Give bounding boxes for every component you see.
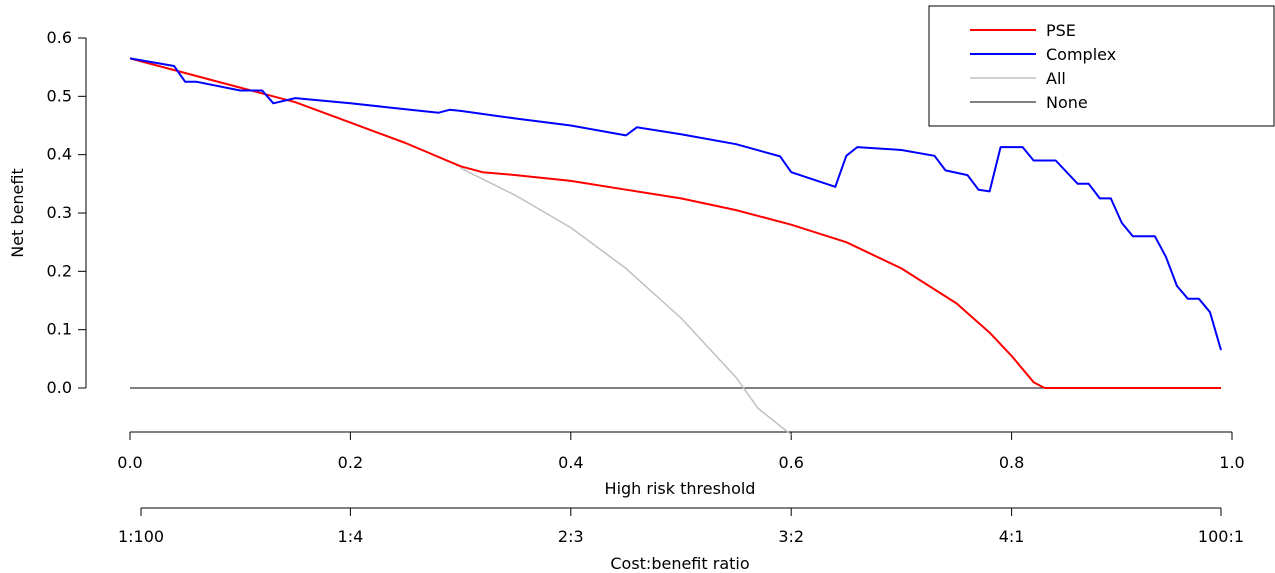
y-tick-label: 0.1 <box>47 320 72 339</box>
x-tick-label: 0.4 <box>558 453 583 472</box>
legend-box <box>928 5 1275 127</box>
y-tick-label: 0.4 <box>47 145 72 164</box>
x-tick-label: 1.0 <box>1219 453 1244 472</box>
cost-benefit-tick-label: 3:2 <box>778 527 804 546</box>
x-axis: 0.0 0.2 0.4 0.6 0.8 1.0 <box>117 431 1245 472</box>
y-tick-label: 0.6 <box>47 28 72 47</box>
legend-label-all: All <box>1046 69 1066 88</box>
cost-benefit-tick-label: 1:100 <box>118 527 164 546</box>
series-layer <box>129 57 1222 436</box>
legend: PSE Complex All None <box>928 5 1275 127</box>
legend-label-pse: PSE <box>1046 21 1076 40</box>
cost-benefit-tick-label: 100:1 <box>1198 527 1244 546</box>
y-tick-label: 0.0 <box>47 378 72 397</box>
legend-label-complex: Complex <box>1046 45 1116 64</box>
x-tick-label: 0.0 <box>117 453 142 472</box>
cost-benefit-tick-label: 1:4 <box>338 527 364 546</box>
series-line-pse <box>129 57 1221 389</box>
cost-benefit-tick-label: 2:3 <box>558 527 584 546</box>
secondary-axis-title: Cost:benefit ratio <box>610 554 749 573</box>
cost-benefit-tick-label: 4:1 <box>999 527 1025 546</box>
x-tick-label: 0.8 <box>999 453 1024 472</box>
y-tick-label: 0.2 <box>47 261 72 280</box>
x-axis-title: High risk threshold <box>605 479 756 498</box>
legend-label-none: None <box>1046 93 1088 112</box>
cost-benefit-axis: 1:100 1:4 2:3 3:2 4:1 100:1 <box>118 507 1244 546</box>
y-axis: 0.0 0.1 0.2 0.3 0.4 0.5 0.6 <box>47 28 87 397</box>
series-line-all <box>460 167 792 436</box>
x-tick-label: 0.6 <box>778 453 803 472</box>
y-tick-label: 0.5 <box>47 86 72 105</box>
x-tick-label: 0.2 <box>338 453 363 472</box>
series-line-complex <box>129 57 1222 351</box>
y-tick-label: 0.3 <box>47 203 72 222</box>
y-axis-title: Net benefit <box>8 168 27 258</box>
